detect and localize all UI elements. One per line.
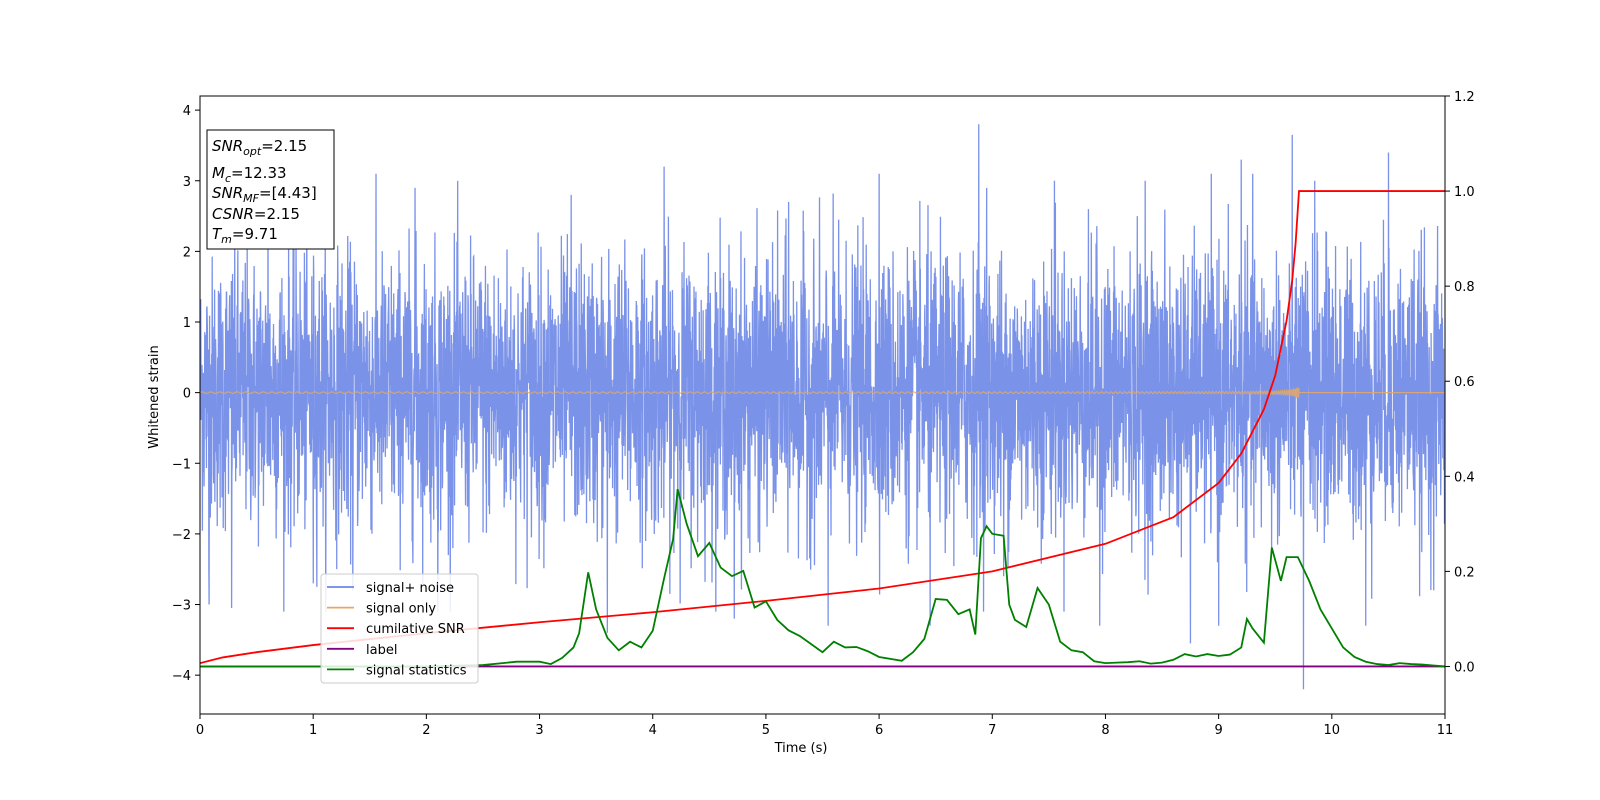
y-right-tick-label: 0.0: [1454, 660, 1475, 675]
x-tick-label: 1: [309, 723, 317, 738]
legend-label: cumilative SNR: [366, 622, 465, 637]
x-tick-label: 4: [649, 723, 657, 738]
x-tick-label: 3: [535, 723, 543, 738]
y-left-tick-label: −1: [172, 457, 191, 472]
y-right-tick-label: 1.2: [1454, 90, 1475, 105]
y-right-tick-label: 0.4: [1454, 470, 1475, 485]
y-right-tick-label: 0.8: [1454, 280, 1475, 295]
y-left-tick-label: −2: [172, 528, 191, 543]
x-tick-label: 9: [1214, 723, 1222, 738]
y-left-tick-label: 0: [183, 387, 191, 402]
y-left-tick-label: 2: [183, 245, 191, 260]
legend-item-signal-only: signal only: [327, 602, 436, 617]
x-tick-label: 11: [1437, 723, 1454, 738]
x-tick-label: 8: [1101, 723, 1109, 738]
y-left-tick-label: 4: [183, 104, 191, 119]
legend-item-cumulative-snr: cumilative SNR: [327, 622, 465, 637]
legend-label: signal only: [366, 602, 436, 617]
info-box-line: SNRMF=[4.43]: [212, 184, 317, 205]
y-left-tick-label: 3: [183, 175, 191, 190]
info-box-line: CSNR=2.15: [212, 205, 300, 223]
series-signal-noise-line: [200, 124, 1445, 690]
legend-item-signal-noise: signal+ noise: [327, 581, 454, 596]
x-axis-label: Time (s): [774, 741, 828, 756]
info-box-line: Mc=12.33: [212, 164, 287, 185]
series-signal-only-line: [200, 387, 1445, 399]
x-tick-label: 7: [988, 723, 996, 738]
legend-label: signal statistics: [366, 663, 467, 678]
info-box: SNRopt=2.15 Mc=12.33SNRMF=[4.43]CSNR=2.15…: [206, 129, 335, 250]
legend-item-signal-statistics: signal statistics: [327, 663, 467, 678]
legend: signal+ noise signal only cumilative SNR la…: [320, 573, 479, 684]
y-left-tick-label: −4: [172, 669, 191, 684]
y-left-tick-label: 1: [183, 316, 191, 331]
y-right-tick-label: 1.0: [1454, 185, 1475, 200]
legend-label: signal+ noise: [366, 581, 454, 596]
plot-frame: [199, 95, 1446, 715]
legend-label: label: [366, 643, 397, 658]
legend-item-label: label: [327, 643, 397, 658]
info-box-frame: [206, 129, 335, 250]
info-box-line: SNRopt=2.15: [212, 137, 307, 158]
axes: 0 1 2 3 4 5 6 7 8 9 10 1143210−1−2−3−41.21.00.80.60…: [172, 90, 1475, 738]
y-right-tick-label: 0.2: [1454, 565, 1475, 580]
x-tick-label: 10: [1324, 723, 1341, 738]
legend-frame: [320, 573, 479, 684]
y-left-tick-label: −3: [172, 599, 191, 614]
x-tick-label: 0: [196, 723, 204, 738]
info-box-line: Tm=9.71: [212, 225, 278, 246]
y-axis-label: Whitened strain: [147, 345, 162, 448]
x-tick-label: 5: [762, 723, 770, 738]
y-right-tick-label: 0.6: [1454, 375, 1475, 390]
x-tick-label: 6: [875, 723, 883, 738]
x-tick-label: 2: [422, 723, 430, 738]
series-signal-statistics-line: [200, 488, 1445, 668]
